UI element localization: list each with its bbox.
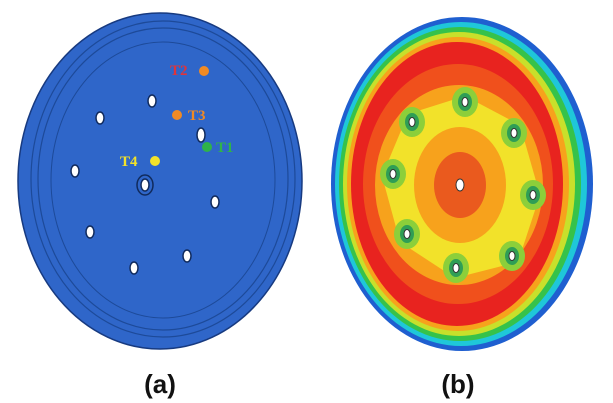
disc [18, 13, 302, 349]
hole [130, 262, 138, 274]
sensor-label: T4 [120, 154, 138, 170]
sensor-label: T3 [188, 108, 206, 124]
hole [148, 95, 156, 107]
sensor-label: T2 [170, 63, 188, 79]
sensor-dot [202, 142, 212, 152]
sensor-dot [150, 156, 160, 166]
hole [71, 165, 79, 177]
figure: T2 T3 T4 T1 [0, 0, 613, 403]
hole [183, 250, 191, 262]
panel-caption: (a) [144, 369, 176, 399]
panel-a: T2 T3 T4 T1 [18, 13, 302, 349]
panel-caption: (b) [441, 369, 474, 399]
sensor-label: T1 [216, 140, 234, 156]
panel-b [331, 17, 593, 351]
hole [86, 226, 94, 238]
hole [211, 196, 219, 208]
center-hole [141, 179, 149, 191]
sensor-dot [199, 66, 209, 76]
hole [197, 128, 205, 142]
hole [96, 112, 104, 124]
sensor-dot [172, 110, 182, 120]
